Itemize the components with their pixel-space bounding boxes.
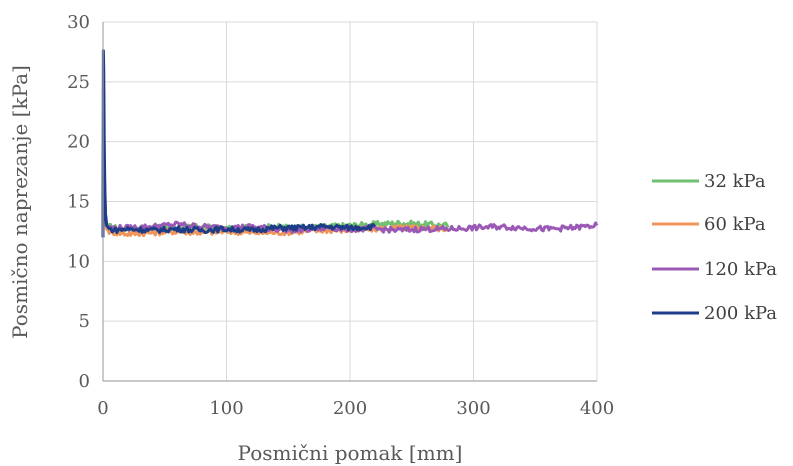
y-tick-label: 20 bbox=[67, 132, 90, 153]
y-tick-label: 5 bbox=[79, 311, 90, 332]
x-axis-title: Posmični pomak [mm] bbox=[238, 441, 463, 465]
x-tick-label: 200 bbox=[333, 398, 367, 419]
legend-label: 60 kPa bbox=[704, 214, 766, 235]
legend-label: 32 kPa bbox=[704, 171, 766, 192]
y-tick-label: 15 bbox=[67, 192, 90, 213]
y-tick-label: 30 bbox=[67, 12, 90, 33]
y-tick-label: 25 bbox=[67, 72, 90, 93]
legend-label: 120 kPa bbox=[704, 259, 777, 280]
series-line bbox=[101, 128, 450, 238]
x-tick-label: 300 bbox=[456, 398, 490, 419]
legend: 32 kPa 60 kPa 120 kPa 200 kPa bbox=[652, 171, 777, 324]
grid bbox=[103, 21, 598, 381]
y-tick-label: 0 bbox=[79, 371, 90, 392]
series-lines bbox=[101, 49, 599, 238]
series-line bbox=[101, 152, 450, 233]
x-tick-label: 400 bbox=[580, 398, 614, 419]
x-tick-label: 100 bbox=[209, 398, 243, 419]
legend-label: 200 kPa bbox=[704, 303, 777, 324]
y-tick-label: 10 bbox=[67, 251, 90, 272]
x-tick-label: 0 bbox=[97, 398, 108, 419]
y-axis-title: Posmično naprezanje [kPa] bbox=[8, 65, 32, 339]
series-line bbox=[101, 49, 376, 238]
axes bbox=[102, 22, 597, 382]
